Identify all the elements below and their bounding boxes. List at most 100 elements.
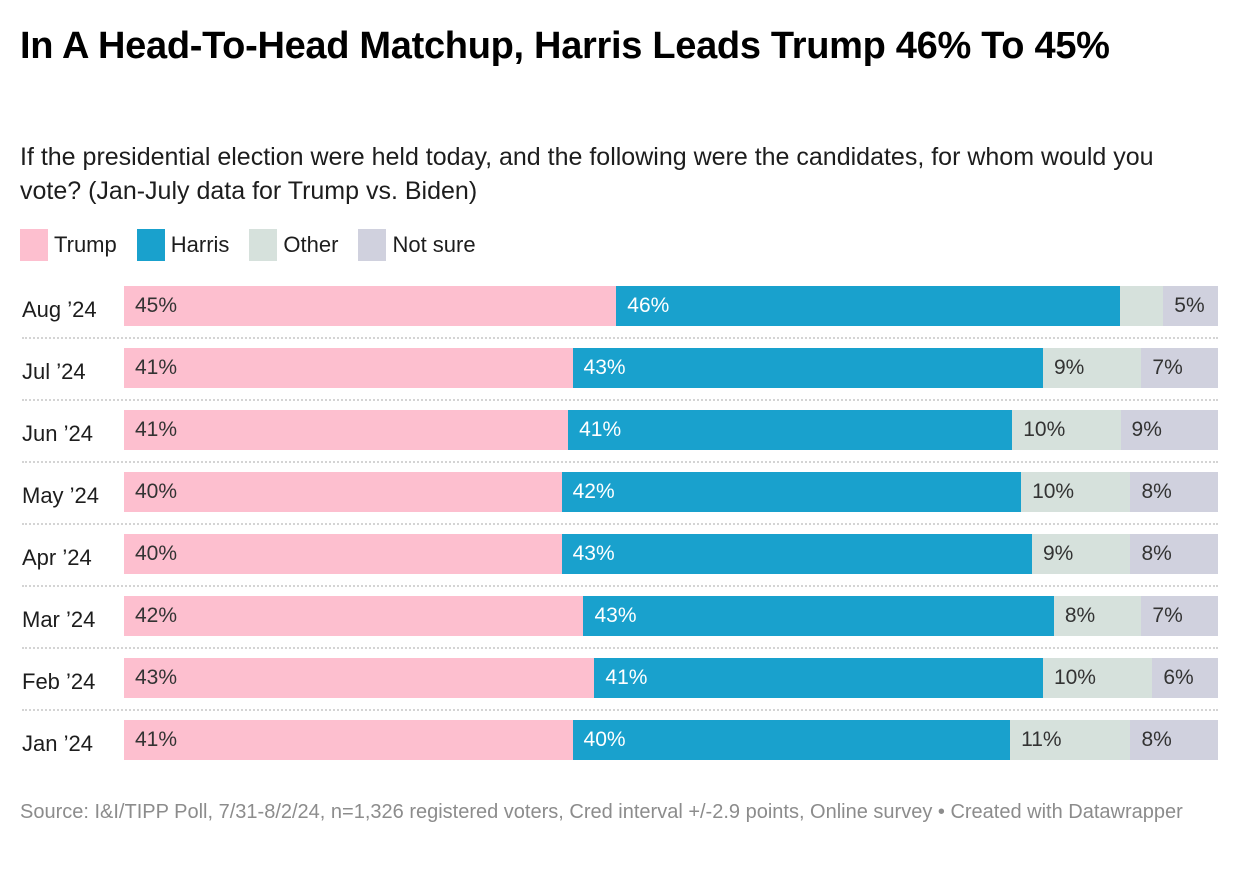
- data-label-other: 11%: [1021, 728, 1062, 751]
- bar-segment-other: 10%: [1012, 410, 1121, 450]
- bar-segment-other: 8%: [1053, 596, 1142, 636]
- bar-segment-harris: 42%: [561, 472, 1022, 512]
- row-separator: [22, 337, 1218, 339]
- bar-segment-other: 9%: [1042, 348, 1142, 388]
- bar-segment-not-sure: 9%: [1120, 410, 1219, 450]
- bar-segment-harris: 43%: [572, 348, 1043, 388]
- bar-track: 41% 41% 10% 9%: [124, 410, 1219, 450]
- bar-segment-harris: 41%: [594, 658, 1043, 698]
- legend-item-other: Other: [249, 229, 338, 261]
- row-separator: [22, 647, 1218, 649]
- data-label-harris: 41%: [579, 418, 622, 441]
- data-label-harris: 43%: [583, 356, 626, 379]
- bar-segment-harris: 40%: [572, 720, 1011, 760]
- bar-row-feb-24: Feb ’24 43% 41% 10% 6%: [0, 652, 1240, 714]
- bar-segment-harris: 43%: [561, 534, 1032, 574]
- data-label-other: 8%: [1064, 604, 1096, 627]
- bar-segment-trump: 41%: [124, 410, 569, 450]
- row-separator: [22, 461, 1218, 463]
- bar-segment-trump: 42%: [124, 596, 584, 636]
- data-label-harris: 42%: [572, 480, 615, 503]
- bar-row-jun-24: Jun ’24 41% 41% 10% 9%: [0, 404, 1240, 466]
- data-label-trump: 43%: [135, 666, 178, 689]
- data-label-not-sure: 6%: [1163, 666, 1194, 689]
- legend-swatch-trump: [20, 229, 48, 261]
- data-label-trump: 41%: [135, 418, 178, 441]
- category-label: May ’24: [22, 483, 100, 508]
- bar-segment-harris: 46%: [616, 286, 1120, 326]
- chart-title: In A Head-To-Head Matchup, Harris Leads …: [20, 25, 1110, 67]
- bar-row-mar-24: Mar ’24 42% 43% 8% 7%: [0, 590, 1240, 652]
- legend-label-trump: Trump: [54, 232, 117, 257]
- data-label-harris: 46%: [627, 294, 670, 317]
- legend-item-trump: Trump: [20, 229, 117, 261]
- data-label-other: 10%: [1053, 666, 1096, 689]
- data-label-not-sure: 7%: [1152, 356, 1183, 379]
- data-label-trump: 41%: [135, 356, 178, 379]
- category-label: Apr ’24: [22, 545, 92, 570]
- data-label-not-sure: 8%: [1141, 542, 1172, 565]
- row-separator: [22, 585, 1218, 587]
- row-separator: [22, 399, 1218, 401]
- bar-segment-not-sure: 6%: [1152, 658, 1218, 698]
- data-label-not-sure: 5%: [1174, 294, 1205, 317]
- data-label-harris: 43%: [572, 542, 615, 565]
- category-label: Aug ’24: [22, 297, 97, 322]
- legend-swatch-other: [249, 229, 278, 261]
- bar-segment-trump: 40%: [124, 534, 562, 574]
- data-label-trump: 41%: [135, 728, 178, 751]
- bar-segment-trump: 41%: [124, 348, 573, 388]
- bar-track: 43% 41% 10% 6%: [124, 658, 1218, 698]
- category-label: Jun ’24: [22, 421, 93, 446]
- bar-segment-trump: 45%: [124, 286, 617, 326]
- category-label: Jan ’24: [22, 731, 93, 756]
- source-note: Source: I&I/TIPP Poll, 7/31-8/2/24, n=1,…: [20, 801, 1183, 823]
- bar-segment-not-sure: 7%: [1141, 596, 1218, 636]
- data-label-trump: 45%: [135, 294, 178, 317]
- legend-swatch-not-sure: [358, 229, 387, 261]
- legend-label-other: Other: [283, 232, 339, 257]
- category-label: Feb ’24: [22, 669, 96, 694]
- bar-segment-other: 11%: [1010, 720, 1131, 760]
- data-label-other: 10%: [1023, 418, 1066, 441]
- data-label-harris: 41%: [605, 666, 648, 689]
- bar-segment-not-sure: 8%: [1130, 472, 1218, 512]
- data-label-trump: 40%: [135, 542, 178, 565]
- bar-row-aug-24: Aug ’24 45% 46% 5%: [0, 280, 1240, 342]
- bar-row-jul-24: Jul ’24 41% 43% 9% 7%: [0, 342, 1240, 404]
- bar-segment-harris: 41%: [568, 410, 1013, 450]
- data-label-not-sure: 9%: [1131, 418, 1162, 441]
- data-label-harris: 43%: [594, 604, 637, 627]
- legend-swatch-harris: [136, 229, 165, 261]
- data-label-trump: 42%: [135, 604, 178, 627]
- bar-row-apr-24: Apr ’24 40% 43% 9% 8%: [0, 528, 1240, 590]
- bar-segment-other: 9%: [1032, 534, 1131, 574]
- data-label-not-sure: 7%: [1152, 604, 1183, 627]
- bar-segment-not-sure: 8%: [1130, 534, 1218, 574]
- bar-segment-other: [1119, 286, 1164, 326]
- category-label: Mar ’24: [22, 607, 96, 632]
- bar-track: 40% 42% 10% 8%: [124, 472, 1218, 512]
- bar-track: 40% 43% 9% 8%: [124, 534, 1218, 574]
- bar-row-may-24: May ’24 40% 42% 10% 8%: [0, 466, 1240, 528]
- bar-segment-other: 10%: [1042, 658, 1153, 698]
- row-separator: [22, 709, 1218, 711]
- chart-subtitle: If the presidential election were held t…: [20, 143, 1154, 205]
- data-label-other: 9%: [1053, 356, 1085, 379]
- bar-track: 42% 43% 8% 7%: [124, 596, 1218, 636]
- legend-label-not-sure: Not sure: [392, 232, 476, 257]
- bar-segment-trump: 40%: [124, 472, 562, 512]
- data-label-other: 9%: [1043, 542, 1074, 565]
- bar-segment-other: 10%: [1021, 472, 1131, 512]
- data-label-harris: 40%: [583, 728, 626, 751]
- bar-track: 45% 46% 5%: [124, 286, 1218, 326]
- legend: Trump Harris Other Not sure: [20, 228, 496, 262]
- bar-segment-harris: 43%: [583, 596, 1054, 636]
- category-label: Jul ’24: [22, 359, 86, 384]
- row-separator: [22, 523, 1218, 525]
- bar-segment-trump: 41%: [124, 720, 573, 760]
- bar-track: 41% 43% 9% 7%: [124, 348, 1218, 388]
- legend-label-harris: Harris: [170, 232, 230, 257]
- data-label-other: 10%: [1032, 480, 1075, 503]
- bar-row-jan-24: Jan ’24 41% 40% 11% 8%: [0, 714, 1240, 776]
